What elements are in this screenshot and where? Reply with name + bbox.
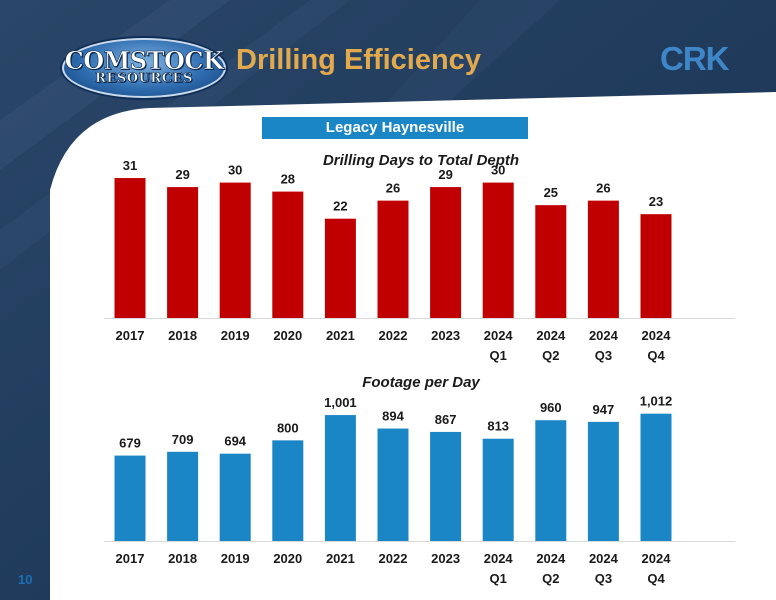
bar bbox=[640, 214, 672, 318]
bar bbox=[377, 428, 409, 541]
x-tick-label: 2023 bbox=[431, 328, 460, 343]
bar bbox=[324, 415, 356, 541]
logo-text-comstock: COMSTOCK bbox=[64, 46, 224, 76]
bar bbox=[482, 438, 514, 541]
x-tick-label: Q4 bbox=[647, 348, 665, 363]
brand-logo-crk: CRK bbox=[660, 40, 729, 77]
x-tick-label: 2018 bbox=[168, 328, 197, 343]
section-label: Legacy Haynesville bbox=[262, 117, 528, 139]
page-title: Drilling Efficiency bbox=[236, 44, 481, 76]
data-label: 25 bbox=[544, 185, 558, 200]
logo-text-resources: RESOURCES bbox=[95, 71, 193, 87]
bar bbox=[114, 455, 146, 541]
x-tick-label: Q3 bbox=[595, 571, 612, 586]
data-label: 22 bbox=[333, 199, 347, 214]
x-tick-label: 2024 bbox=[589, 328, 619, 343]
x-tick-label: 2024 bbox=[642, 551, 672, 566]
data-label: 1,001 bbox=[324, 395, 357, 410]
bar bbox=[167, 187, 199, 318]
data-label: 800 bbox=[277, 420, 299, 435]
bar bbox=[587, 421, 619, 541]
data-label: 30 bbox=[228, 163, 242, 178]
bar bbox=[430, 431, 462, 541]
x-tick-label: 2024 bbox=[536, 551, 566, 566]
x-tick-label: 2017 bbox=[116, 328, 145, 343]
x-tick-label: Q2 bbox=[542, 348, 559, 363]
data-label: 26 bbox=[386, 181, 400, 196]
bar bbox=[219, 453, 251, 541]
bar bbox=[587, 200, 619, 318]
x-tick-label: 2020 bbox=[273, 328, 302, 343]
chart-title-footage-per-day: Footage per Day bbox=[362, 374, 480, 391]
bar bbox=[535, 205, 567, 318]
x-tick-label: Q4 bbox=[647, 571, 665, 586]
bar bbox=[167, 451, 199, 541]
data-label: 1,012 bbox=[640, 394, 673, 409]
x-tick-label: 2020 bbox=[273, 551, 302, 566]
data-label: 23 bbox=[649, 194, 663, 209]
x-tick-label: 2021 bbox=[326, 328, 355, 343]
bar bbox=[219, 182, 251, 318]
bar bbox=[535, 420, 567, 541]
x-tick-label: Q2 bbox=[542, 571, 559, 586]
data-label: 947 bbox=[593, 402, 615, 417]
x-tick-label: 2017 bbox=[116, 551, 145, 566]
x-tick-label: 2023 bbox=[431, 551, 460, 566]
x-tick-label: Q1 bbox=[490, 348, 507, 363]
bar bbox=[272, 191, 304, 318]
bar bbox=[640, 413, 672, 541]
data-label: 709 bbox=[172, 432, 194, 447]
x-tick-label: 2024 bbox=[642, 328, 672, 343]
x-tick-label: 2024 bbox=[589, 551, 619, 566]
data-label: 960 bbox=[540, 400, 562, 415]
data-label: 30 bbox=[491, 163, 505, 178]
chart-title-drilling-days: Drilling Days to Total Depth bbox=[322, 152, 520, 169]
x-tick-label: 2021 bbox=[326, 551, 355, 566]
bar bbox=[114, 178, 146, 318]
bar bbox=[482, 182, 514, 318]
bar bbox=[324, 218, 356, 318]
x-tick-label: Q3 bbox=[595, 348, 612, 363]
comstock-logo: COMSTOCK RESOURCES bbox=[62, 38, 226, 98]
data-label: 679 bbox=[119, 436, 141, 451]
bar bbox=[430, 187, 462, 318]
data-label: 813 bbox=[487, 419, 509, 434]
x-tick-label: Q1 bbox=[490, 571, 507, 586]
x-tick-label: 2024 bbox=[536, 328, 566, 343]
data-label: 31 bbox=[123, 158, 137, 173]
x-tick-label: 2022 bbox=[379, 328, 408, 343]
data-label: 894 bbox=[382, 409, 404, 424]
x-tick-label: 2024 bbox=[484, 328, 514, 343]
bar bbox=[377, 200, 409, 318]
x-tick-label: 2018 bbox=[168, 551, 197, 566]
x-tick-label: 2019 bbox=[221, 551, 250, 566]
data-label: 867 bbox=[435, 412, 457, 427]
data-label: 26 bbox=[596, 181, 610, 196]
data-label: 29 bbox=[175, 167, 189, 182]
bar bbox=[272, 440, 304, 541]
data-label: 29 bbox=[438, 167, 452, 182]
x-tick-label: 2022 bbox=[379, 551, 408, 566]
data-label: 28 bbox=[281, 172, 295, 187]
data-label: 694 bbox=[224, 434, 246, 449]
x-tick-label: 2019 bbox=[221, 328, 250, 343]
x-tick-label: 2024 bbox=[484, 551, 514, 566]
page-number: 10 bbox=[18, 572, 33, 587]
